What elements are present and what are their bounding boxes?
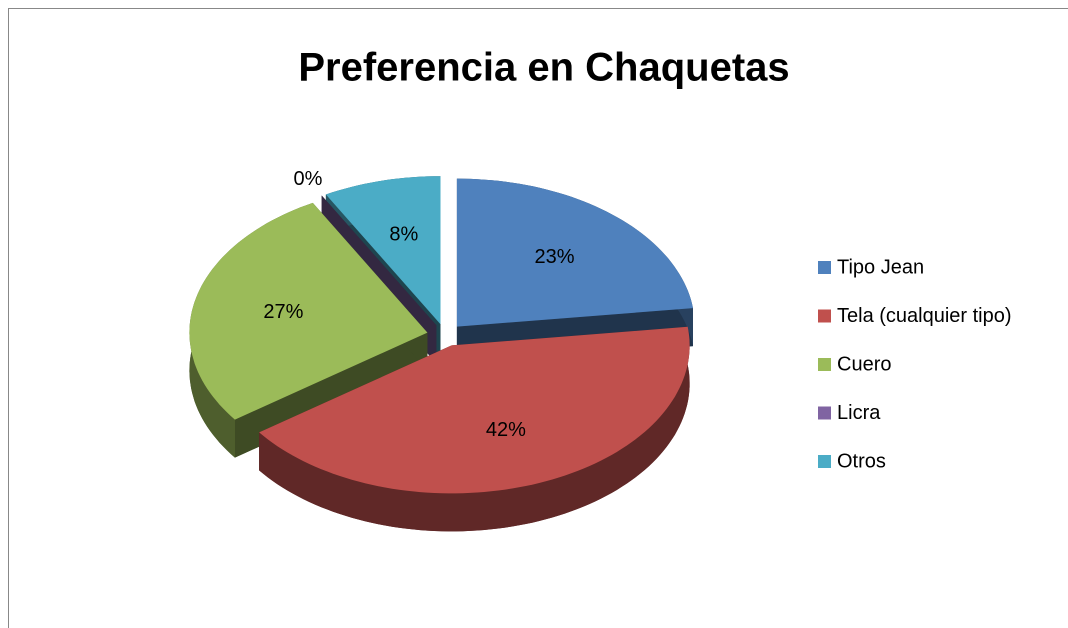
legend-swatch (818, 261, 831, 274)
data-label: 0% (293, 168, 322, 190)
pie-slice (259, 326, 690, 532)
data-label: 27% (263, 301, 303, 323)
pie-slice (189, 202, 428, 458)
legend-label: Cuero (837, 353, 891, 375)
data-label: 8% (389, 224, 418, 246)
legend-swatch (818, 309, 831, 323)
legend-label: Otros (837, 450, 886, 472)
legend-swatch (818, 455, 831, 468)
legend-label: Tipo Jean (837, 256, 924, 278)
slice-top (189, 202, 428, 420)
chart-title: Preferencia en Chaquetas (298, 46, 789, 90)
slice-top (259, 326, 690, 494)
data-label: 42% (486, 419, 526, 441)
legend-label: Licra (837, 402, 881, 424)
slice-top (325, 176, 441, 325)
legend-label: Tela (cualquier tipo) (837, 305, 1012, 327)
legend-swatch (818, 358, 831, 371)
data-label: 23% (534, 246, 574, 268)
legend-swatch (818, 406, 831, 420)
slice-top (456, 178, 693, 327)
slice-side (259, 326, 690, 532)
